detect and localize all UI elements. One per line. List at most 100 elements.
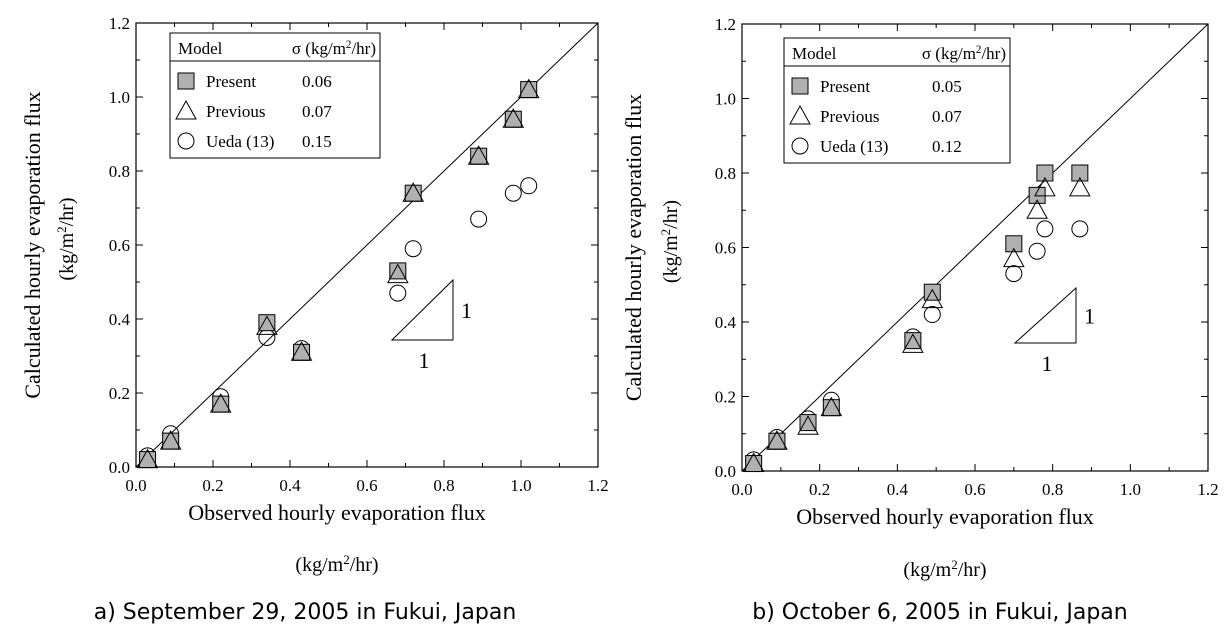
data-point-circle [1071,220,1089,238]
slope-triangle [390,278,454,341]
data-point-triangle [1034,176,1056,197]
legend-entry-name: Ueda (13) [820,137,888,156]
data-point-triangle [797,415,819,435]
data-point-triangle [1002,247,1025,268]
data-point-square [904,332,922,350]
x-tick-label: 1.2 [587,476,608,495]
legend-entry-name: Present [206,72,256,91]
data-point-circle [1028,242,1046,260]
y-axis-title: Calculated hourly evaporation flux [20,91,45,398]
y-tick-label: 0.0 [715,462,736,481]
legend-entry-sigma: 0.07 [302,102,332,121]
data-point-square [799,414,817,432]
y-axis-unit: (kg/m2/hr) [658,200,683,283]
y-tick-label: 1.2 [109,14,130,33]
legend-marker-circle [791,137,809,155]
data-point-square [1005,235,1023,253]
slope-label-run: 1 [419,348,430,373]
legend-box [169,32,381,159]
x-tick-label: 0.6 [964,480,985,499]
data-point-triangle [386,263,409,284]
legend-entry-sigma: 0.06 [302,72,332,91]
y-tick-label: 0.6 [715,239,736,258]
x-tick-label: 0.6 [356,476,377,495]
legend-entry-sigma: 0.12 [932,137,962,156]
data-point-circle [258,329,276,346]
y-tick-label: 0.6 [109,236,130,255]
data-point-triangle [742,452,765,473]
data-point-triangle [1026,199,1048,219]
y-tick-label: 1.2 [715,15,736,34]
x-tick-label: 0.0 [125,476,146,495]
slope-label-rise: 1 [461,298,472,323]
x-tick-label: 0.4 [887,480,909,499]
data-point-circle [389,284,407,302]
data-point-triangle [820,396,843,417]
data-point-square [1028,186,1046,204]
legend: Model σ (kg/m2/hr) Present 0.05 Previous 0.07… [783,37,1011,164]
x-tick-label: 0.8 [433,476,454,495]
x-tick-label: 0.0 [731,480,752,499]
data-point-triangle [209,393,232,413]
legend: Model σ (kg/m2/hr) Present 0.06 Previous 0.07… [169,32,381,159]
slope-label-rise: 1 [1084,304,1095,329]
legend-entry-sigma: 0.15 [302,132,332,151]
data-point-square [258,314,276,332]
one-to-one-line [741,23,1209,472]
legend-entry-name: Previous [206,102,266,121]
y-tick-label: 1.0 [109,88,130,107]
legend-header-model: Model [792,44,837,63]
figure-caption: a) September 29, 2005 in Fukui, Japan [94,600,517,625]
x-tick-label: 1.2 [1197,480,1218,499]
data-point-circle [520,177,538,195]
slope-label-run: 1 [1042,351,1053,376]
legend-marker-circle [177,132,195,150]
x-axis-unit: (kg/m2/hr) [295,552,378,577]
data-point-square [1071,164,1089,182]
data-point-triangle [1069,176,1091,197]
x-axis-title: Observed hourly evaporation flux [188,500,486,525]
data-point-circle [504,184,522,202]
x-tick-label: 1.0 [1120,480,1141,499]
data-point-circle [404,240,422,258]
legend-marker-triangle [789,104,811,125]
y-tick-label: 0.4 [109,310,131,329]
slope-triangle [1013,286,1077,344]
data-point-circle [1036,220,1054,238]
y-tick-label: 0.2 [715,388,736,407]
x-tick-label: 0.8 [1042,480,1063,499]
data-point-triangle [290,341,313,361]
legend-header-sigma: σ (kg/m2/hr) [292,39,376,58]
x-axis-unit: (kg/m2/hr) [903,557,986,582]
chart-panel-b: 0.0 0.2 0.4 0.6 0.8 1.0 1.2 0.0 0.2 0.4 0.6 0.8 1.0 1… [621,15,1219,625]
legend-entry-name: Ueda (13) [206,132,274,151]
data-point-triangle [517,78,540,99]
y-tick-label: 0.8 [715,164,736,183]
legend-entry-sigma: 0.07 [932,107,962,126]
x-tick-label: 1.0 [510,476,531,495]
x-tick-label: 0.4 [279,476,301,495]
data-point-circle [923,306,941,324]
data-point-triangle [159,430,182,450]
data-point-triangle [256,315,278,335]
y-axis-title: Calculated hourly evaporation flux [621,94,646,401]
data-point-square [923,283,941,301]
data-point-triangle [467,145,490,165]
data-point-square [1036,164,1054,182]
y-tick-label: 1.0 [715,90,736,109]
y-tick-label: 0.2 [109,384,130,403]
data-point-circle [470,210,488,228]
data-point-triangle [136,448,159,469]
legend-marker-square [791,77,809,95]
x-tick-label: 0.2 [202,476,223,495]
data-point-triangle [402,182,425,202]
legend-box [783,37,1011,164]
legend-entry-name: Previous [820,107,880,126]
y-tick-label: 0.0 [109,458,130,477]
x-tick-label: 0.2 [809,480,830,499]
chart-panel-a: 0.0 0.2 0.4 0.6 0.8 1.0 1.2 0.0 0.2 0.4 0.6 0.8 1.0 1… [20,14,609,625]
data-point-circle [1005,265,1023,283]
legend-marker-triangle [175,99,197,120]
y-axis-unit: (kg/m2/hr) [54,197,79,280]
